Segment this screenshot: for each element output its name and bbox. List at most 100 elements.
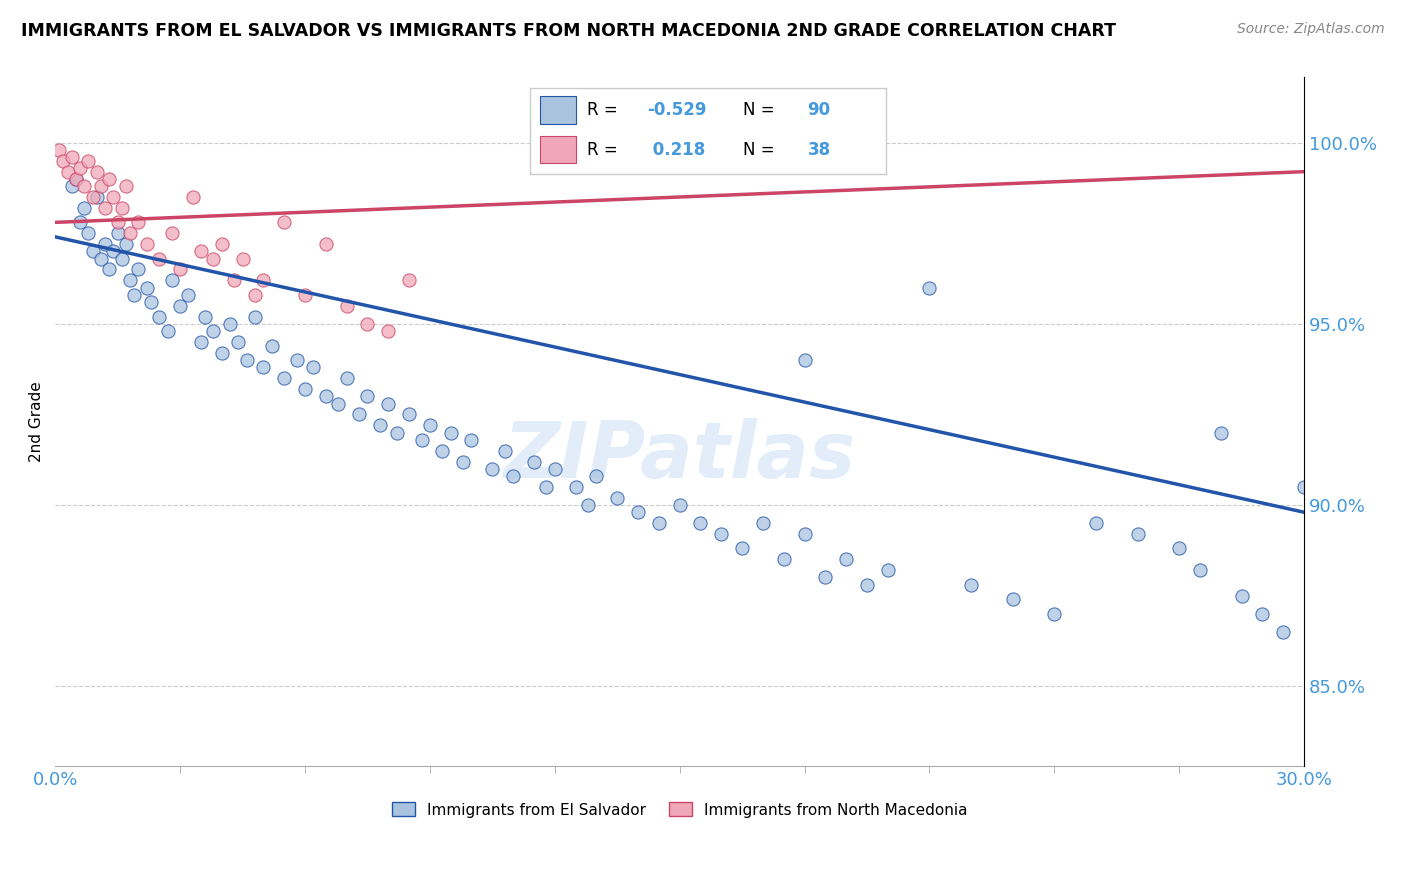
Point	[73, 201, 96, 215]
Point	[120, 226, 142, 240]
Point	[460, 433, 482, 447]
Point	[356, 389, 378, 403]
Point	[494, 443, 516, 458]
Point	[710, 527, 733, 541]
Point	[440, 425, 463, 440]
Point	[793, 353, 815, 368]
Point	[235, 353, 257, 368]
Point	[107, 226, 129, 240]
Point	[1272, 624, 1295, 639]
Point	[60, 179, 83, 194]
Point	[111, 201, 134, 215]
Point	[689, 516, 711, 530]
Point	[77, 153, 100, 168]
Point	[856, 577, 879, 591]
Point	[160, 226, 183, 240]
Point	[148, 310, 170, 324]
Point	[918, 280, 941, 294]
Point	[294, 382, 316, 396]
Point	[432, 443, 454, 458]
Point	[94, 237, 117, 252]
Point	[224, 273, 246, 287]
Point	[536, 480, 558, 494]
Point	[169, 262, 191, 277]
Point	[86, 164, 108, 178]
Point	[377, 396, 399, 410]
Point	[576, 498, 599, 512]
Point	[336, 371, 359, 385]
Point	[1251, 607, 1274, 621]
Text: Source: ZipAtlas.com: Source: ZipAtlas.com	[1237, 22, 1385, 37]
Point	[252, 273, 274, 287]
Point	[377, 324, 399, 338]
Point	[523, 454, 546, 468]
Point	[194, 310, 217, 324]
Point	[1188, 563, 1211, 577]
Point	[69, 161, 91, 175]
Point	[315, 389, 337, 403]
Point	[260, 338, 283, 352]
Point	[419, 418, 441, 433]
Point	[793, 527, 815, 541]
Point	[627, 505, 650, 519]
Point	[60, 150, 83, 164]
Point	[411, 433, 433, 447]
Point	[156, 324, 179, 338]
Point	[231, 252, 253, 266]
Point	[814, 570, 837, 584]
Point	[731, 541, 754, 556]
Point	[668, 498, 690, 512]
Point	[77, 226, 100, 240]
Point	[1043, 607, 1066, 621]
Point	[86, 190, 108, 204]
Point	[98, 262, 121, 277]
Point	[564, 480, 586, 494]
Point	[115, 237, 138, 252]
Point	[960, 577, 983, 591]
Point	[135, 237, 157, 252]
Point	[90, 179, 112, 194]
Point	[148, 252, 170, 266]
Point	[160, 273, 183, 287]
Point	[211, 346, 233, 360]
Point	[1084, 516, 1107, 530]
Point	[202, 324, 225, 338]
Point	[368, 418, 391, 433]
Point	[398, 273, 420, 287]
Point	[285, 353, 308, 368]
Point	[481, 462, 503, 476]
Point	[544, 462, 567, 476]
Point	[398, 408, 420, 422]
Point	[451, 454, 474, 468]
Point	[772, 552, 794, 566]
Point	[190, 244, 212, 259]
Point	[202, 252, 225, 266]
Point	[356, 317, 378, 331]
Point	[65, 172, 87, 186]
Point	[107, 215, 129, 229]
Point	[115, 179, 138, 194]
Point	[1294, 480, 1316, 494]
Y-axis label: 2nd Grade: 2nd Grade	[30, 381, 44, 462]
Point	[252, 360, 274, 375]
Point	[315, 237, 337, 252]
Point	[120, 273, 142, 287]
Text: ZIPatlas: ZIPatlas	[503, 418, 856, 494]
Point	[111, 252, 134, 266]
Point	[65, 172, 87, 186]
Point	[328, 396, 350, 410]
Point	[122, 288, 145, 302]
Point	[243, 310, 266, 324]
Point	[181, 190, 204, 204]
Point	[294, 288, 316, 302]
Point	[103, 190, 125, 204]
Point	[606, 491, 628, 505]
Point	[273, 215, 295, 229]
Point	[52, 153, 75, 168]
Point	[273, 371, 295, 385]
Text: IMMIGRANTS FROM EL SALVADOR VS IMMIGRANTS FROM NORTH MACEDONIA 2ND GRADE CORRELA: IMMIGRANTS FROM EL SALVADOR VS IMMIGRANT…	[21, 22, 1116, 40]
Point	[1001, 592, 1024, 607]
Point	[190, 334, 212, 349]
Point	[648, 516, 671, 530]
Point	[139, 295, 162, 310]
